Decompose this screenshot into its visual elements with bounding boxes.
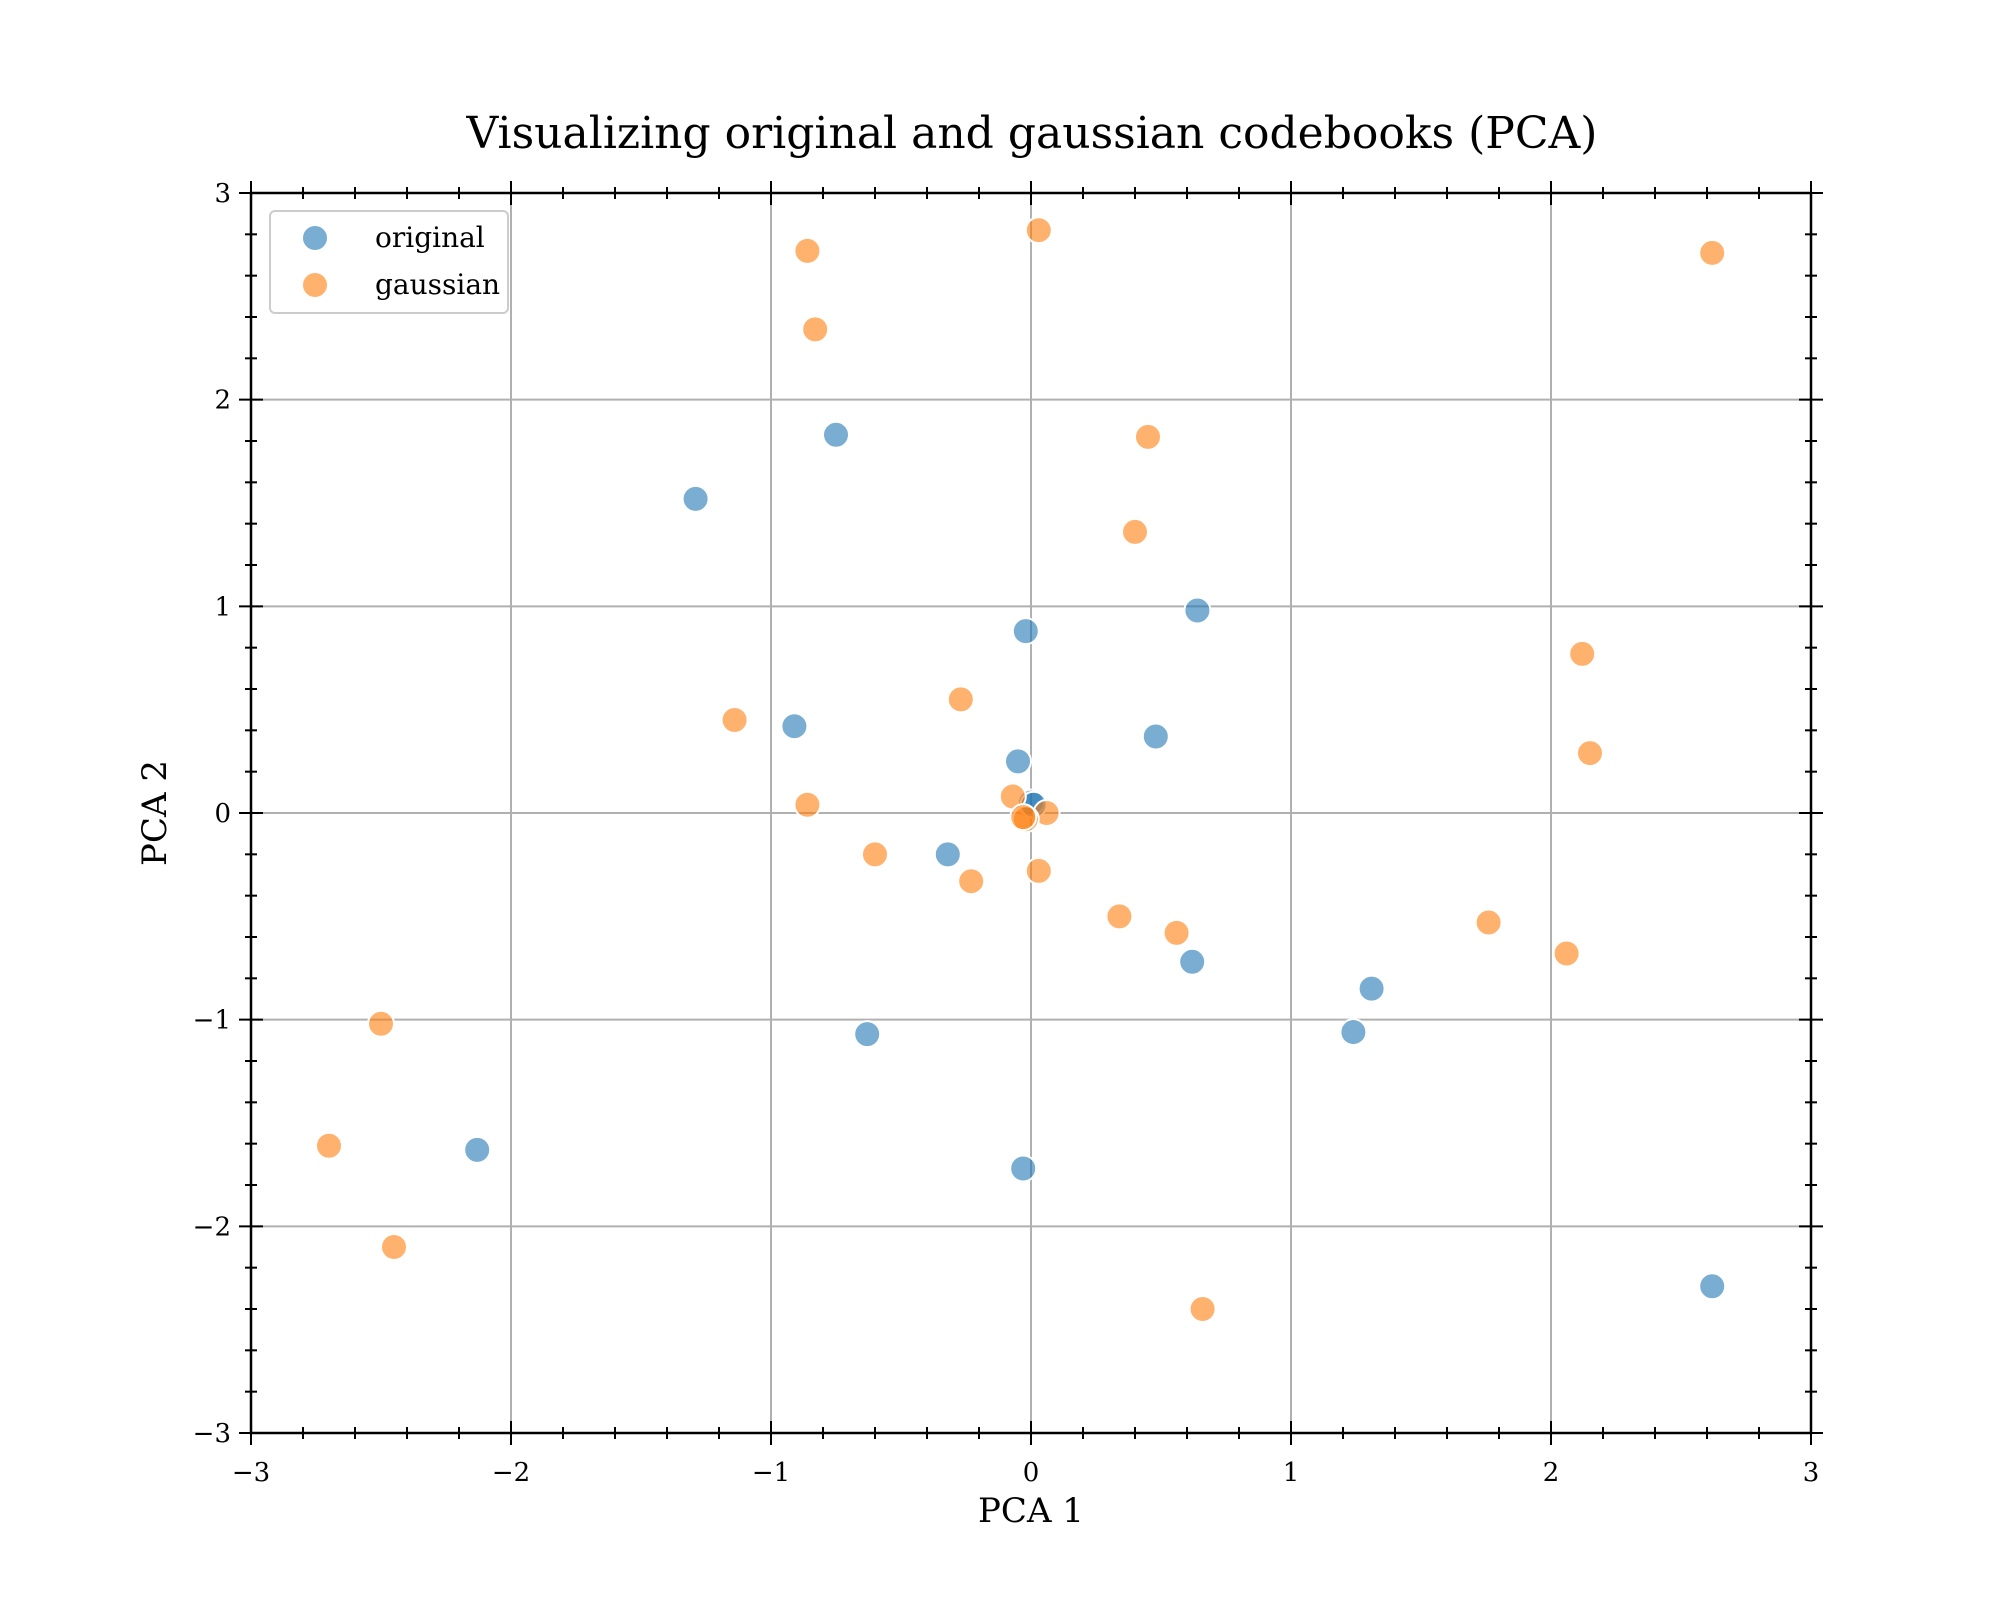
point-original-5 [1141,722,1170,751]
point-original-9 [933,840,962,869]
point-original-4 [780,712,809,741]
point-gaussian-16 [957,867,986,896]
point-gaussian-10 [793,790,822,819]
y-tick-label-5: 2 [214,386,231,416]
point-gaussian-2 [1698,238,1727,267]
point-gaussian-19 [1162,918,1191,947]
point-gaussian-0 [793,236,822,265]
y-tick-label-0: −3 [193,1419,231,1449]
point-original-2 [1183,596,1212,625]
legend-label-original: original [375,221,485,254]
data-points [315,216,1727,1323]
point-gaussian-8 [720,706,749,734]
y-tick-label-6: 3 [214,179,231,209]
point-gaussian-7 [946,685,975,714]
point-original-13 [1339,1018,1368,1047]
x-tick-label-2: −1 [752,1458,790,1488]
point-gaussian-5 [1121,517,1149,546]
x-tick-label-0: −3 [232,1458,270,1488]
point-original-15 [1009,1154,1038,1183]
point-gaussian-17 [1024,856,1053,885]
point-gaussian-9 [1576,739,1604,768]
point-gaussian-6 [1568,639,1597,668]
y-tick-label-2: −1 [193,1006,231,1036]
x-tick-label-1: −2 [492,1458,530,1488]
x-tick-labels: −3 −2 −1 0 1 2 3 [232,1458,1819,1488]
point-original-11 [1357,974,1386,1003]
x-tick-label-4: 1 [1283,1458,1300,1488]
point-gaussian-23 [315,1131,343,1160]
ticks [239,181,1823,1445]
y-tick-label-1: −2 [193,1212,231,1242]
legend-box [269,210,509,314]
point-original-3 [1011,617,1040,646]
point-gaussian-25 [1188,1295,1217,1323]
y-tick-labels: −3 −2 −1 0 1 2 3 [193,179,231,1449]
legend: original gaussian [269,210,509,314]
point-original-16 [1698,1272,1727,1301]
point-original-1 [681,484,710,513]
legend-marker-original [301,224,329,252]
point-gaussian-3 [801,315,830,344]
point-original-12 [853,1020,882,1049]
point-gaussian-1 [1024,216,1053,245]
x-tick-label-5: 2 [1543,1458,1560,1488]
legend-marker-gaussian [301,271,329,299]
point-original-0 [822,420,850,449]
point-original-6 [1004,747,1032,776]
point-gaussian-15 [861,840,889,869]
point-gaussian-20 [1474,908,1503,937]
y-tick-label-4: 1 [214,592,231,622]
point-gaussian-14 [1009,803,1038,832]
x-axis-label: PCA 1 [978,1491,1084,1531]
point-original-14 [463,1135,492,1164]
point-gaussian-18 [1105,902,1134,931]
point-gaussian-24 [380,1233,408,1261]
y-tick-label-3: 0 [214,799,231,829]
point-gaussian-21 [1552,939,1581,968]
point-gaussian-22 [367,1009,395,1038]
point-original-10 [1178,947,1207,976]
chart-title: Visualizing original and gaussian codebo… [466,108,1598,159]
y-axis-label: PCA 2 [135,760,175,866]
x-tick-label-6: 3 [1803,1458,1820,1488]
x-tick-label-3: 0 [1023,1458,1040,1488]
point-gaussian-4 [1134,422,1162,451]
legend-label-gaussian: gaussian [375,268,500,301]
